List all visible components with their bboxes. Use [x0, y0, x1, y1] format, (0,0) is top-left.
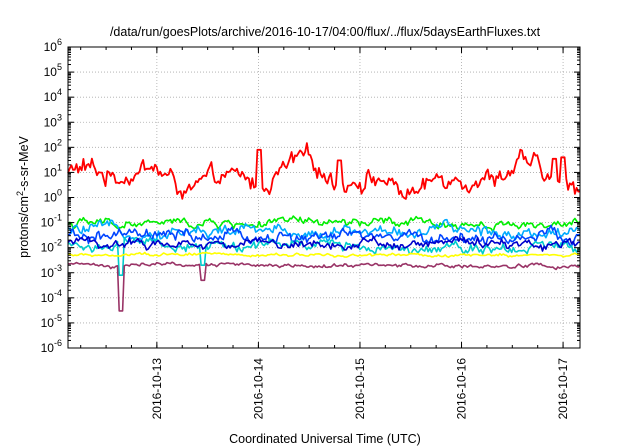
x-axis: 2016-10-13 2016-10-14 2016-10-15 2016-10-16…	[80, 47, 570, 420]
y-tick-label: 10-2	[41, 238, 62, 255]
x-tick-label: 2016-10-17	[556, 358, 570, 420]
series-group	[67, 142, 581, 312]
chart-title: /data/run/goesPlots/archive/2016-10-17/0…	[110, 25, 541, 39]
y-tick-label: 106	[44, 37, 62, 54]
x-tick-label: 2016-10-13	[150, 358, 164, 420]
y-tick-label: 10-1	[41, 213, 62, 230]
y-tick-label: 104	[44, 87, 62, 104]
series-line	[67, 142, 580, 200]
y-tick-label: 10-6	[41, 338, 62, 355]
series-line	[67, 224, 581, 247]
series-line	[67, 235, 580, 252]
y-tick-label: 101	[44, 162, 62, 179]
y-axis-label: protons/cm2-s-sr-MeV	[15, 135, 31, 257]
y-tick-label: 103	[44, 112, 62, 129]
y-axis-label-sup: 2	[15, 191, 25, 196]
y-tick-label: 100	[44, 188, 62, 205]
x-tick-label: 2016-10-14	[251, 358, 265, 420]
y-axis: 10-6 10-5 10-4 10-3 10-2 10-1 100 101 102 103 104 1…	[41, 37, 580, 355]
x-axis-label: Coordinated Universal Time (UTC)	[229, 432, 421, 446]
x-tick-label: 2016-10-15	[353, 358, 367, 420]
x-tick-label: 2016-10-16	[455, 358, 469, 420]
series-line	[67, 215, 581, 233]
series-line	[67, 251, 581, 259]
y-tick-label: 105	[44, 62, 62, 79]
y-tick-label: 102	[44, 137, 62, 154]
y-tick-label: 10-5	[41, 313, 62, 330]
y-tick-label: 10-4	[41, 288, 62, 305]
y-axis-label-pre: protons/cm	[17, 196, 31, 258]
y-axis-label-post: -s-sr-MeV	[17, 135, 31, 191]
grid	[68, 47, 580, 348]
series-line	[67, 261, 581, 312]
series-line	[67, 236, 581, 277]
y-tick-label: 10-3	[41, 263, 62, 280]
